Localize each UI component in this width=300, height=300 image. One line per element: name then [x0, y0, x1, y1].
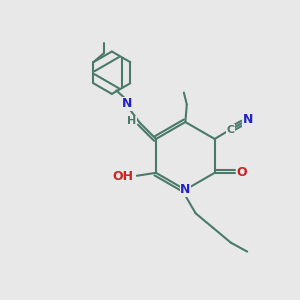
Text: OH: OH [112, 170, 133, 183]
Text: N: N [122, 97, 132, 110]
Text: N: N [180, 183, 190, 196]
Text: N: N [243, 113, 253, 126]
Text: O: O [236, 166, 247, 179]
Text: C: C [227, 124, 235, 134]
Text: H: H [127, 116, 136, 126]
